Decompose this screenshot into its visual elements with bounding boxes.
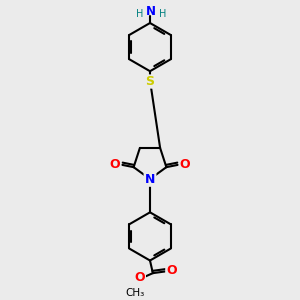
Text: N: N — [146, 5, 156, 19]
Text: S: S — [146, 75, 154, 88]
Text: H: H — [136, 8, 144, 19]
Text: H: H — [159, 8, 167, 19]
Text: CH₃: CH₃ — [125, 288, 144, 298]
Text: O: O — [167, 264, 177, 277]
Text: O: O — [134, 271, 145, 284]
Text: O: O — [180, 158, 190, 171]
Text: N: N — [145, 172, 155, 186]
Text: O: O — [110, 158, 120, 171]
